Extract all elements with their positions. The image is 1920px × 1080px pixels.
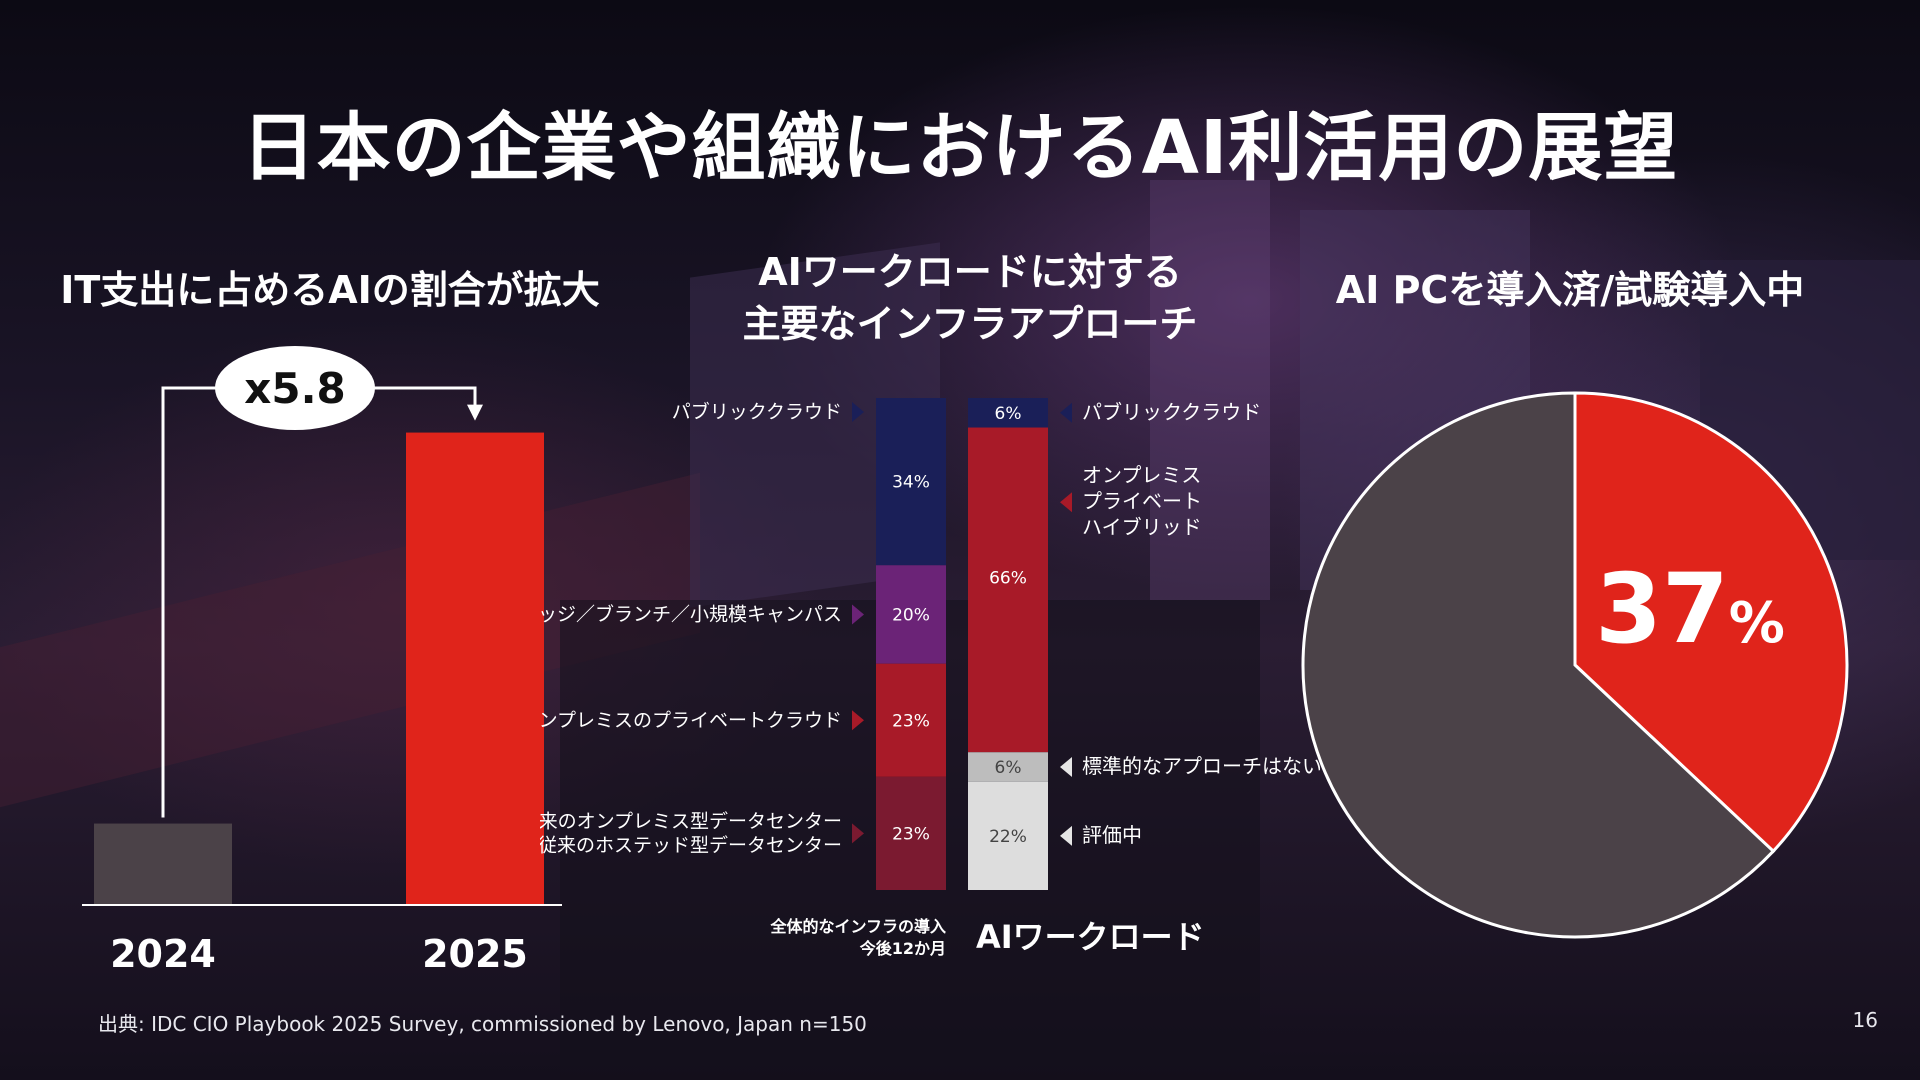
- pointer-triangle-icon: [852, 604, 864, 625]
- data-label: 66%: [989, 568, 1027, 588]
- series-label: 標準的なアプローチはない: [1082, 754, 1320, 778]
- series-label: エッジ／ブランチ／小規模キャンパス: [540, 602, 842, 625]
- pointer-triangle-icon: [1060, 757, 1072, 777]
- bar-2024: [94, 823, 232, 905]
- growth-badge-label: x5.8: [244, 364, 346, 413]
- series-label: パブリッククラウド: [1082, 400, 1261, 424]
- pointer-triangle-icon: [1060, 825, 1072, 846]
- slide-title: 日本の企業や組織におけるAI利活用の展望: [241, 105, 1679, 191]
- x-tick-label: 2024: [110, 932, 216, 976]
- pie-slice: [1573, 391, 1849, 854]
- chart-3-title: AI PCを導入済/試験導入中: [1335, 268, 1805, 312]
- chart-2-title: AIワークロードに対する 主要なインフラアプローチ: [700, 246, 1240, 350]
- series-label: 評価中: [1082, 823, 1142, 847]
- stack-segment: [968, 398, 1048, 428]
- stack-segment: [876, 565, 946, 664]
- pointer-triangle-icon: [1060, 402, 1072, 423]
- data-label: 34%: [892, 473, 930, 493]
- data-label: 23%: [892, 824, 930, 844]
- series-label: ハイブリッド: [1082, 515, 1202, 539]
- infra-stacked-bar-chart: 34% パブリッククラウド 20% エッジ／ブランチ／小規模キャンパス 23% オンプレミ…: [540, 398, 1320, 958]
- pointer-triangle-icon: [852, 710, 864, 731]
- stack-segment: [968, 427, 1048, 753]
- series-label: プライベート: [1082, 489, 1202, 513]
- x-category-label: 今後12か月: [859, 939, 946, 958]
- series-label: 従来のオンプレミス型データセンター: [540, 810, 842, 832]
- pointer-triangle-icon: [852, 823, 864, 844]
- data-label: 22%: [989, 827, 1027, 847]
- ai-pc-pie-chart: 37%: [1301, 391, 1849, 939]
- series-label: 従来のホステッド型データセンター: [540, 834, 842, 856]
- series-label: オンプレミス: [1082, 463, 1201, 487]
- stack-segment: [876, 398, 946, 566]
- source-footnote: 出典: IDC CIO Playbook 2025 Survey, commis…: [98, 1012, 867, 1036]
- pie-value-label: 37%: [1595, 553, 1785, 665]
- x-category-label: AIワークロード: [976, 918, 1205, 956]
- growth-badge: [215, 346, 375, 430]
- stack-segment: [876, 663, 946, 777]
- pointer-triangle-icon: [1060, 492, 1072, 513]
- stack-segment: [876, 776, 946, 890]
- series-label: オンプレミスのプライベートクラウド: [540, 709, 842, 731]
- data-label: 6%: [995, 758, 1022, 778]
- series-label: パブリッククラウド: [672, 400, 842, 423]
- stack-segment: [968, 781, 1048, 890]
- data-label: 20%: [892, 605, 930, 625]
- bar-2025: [406, 432, 544, 905]
- data-label: 6%: [995, 404, 1022, 424]
- pie-slice: [1301, 391, 1776, 939]
- chart-1-title: IT支出に占めるAIの割合が拡大: [60, 268, 600, 312]
- pointer-triangle-icon: [852, 402, 864, 422]
- stack-segment: [968, 752, 1048, 782]
- chart-2-title-text: AIワークロードに対する 主要なインフラアプローチ: [742, 250, 1198, 346]
- x-category-label: 全体的なインフラの導入: [769, 917, 946, 936]
- data-label: 23%: [892, 711, 930, 731]
- arrow-head-icon: [467, 404, 483, 421]
- page-number: 16: [1852, 1008, 1878, 1032]
- it-spend-bar-chart: 2024 2025 x5.8: [82, 346, 562, 976]
- x-tick-label: 2025: [422, 932, 528, 976]
